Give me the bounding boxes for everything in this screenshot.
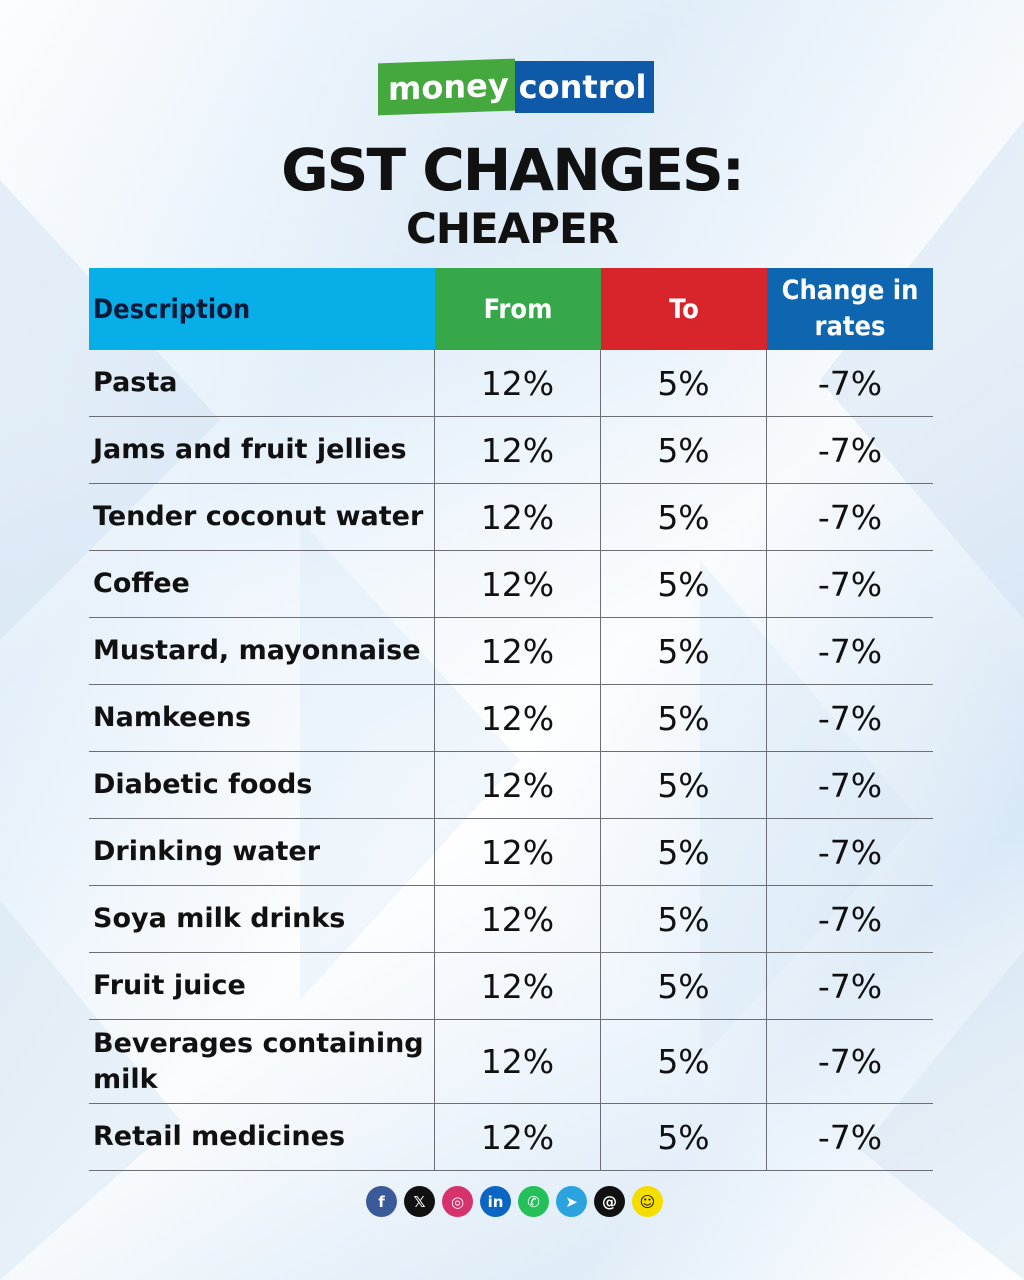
table-row: Tender coconut water 12% 5% -7% <box>89 484 933 551</box>
snapchat-icon[interactable]: ☺ <box>632 1186 663 1217</box>
row-from: 12% <box>435 350 601 416</box>
table-row: Drinking water 12% 5% -7% <box>89 819 933 886</box>
row-to: 5% <box>601 484 767 550</box>
row-change: -7% <box>817 430 883 470</box>
header-description: Description <box>89 268 435 350</box>
row-description: Soya milk drinks <box>89 886 435 952</box>
row-from: 12% <box>435 1104 601 1170</box>
row-to: 5% <box>601 886 767 952</box>
row-description: Drinking water <box>89 819 435 885</box>
row-change: -7% <box>817 631 883 671</box>
table-row: Fruit juice 12% 5% -7% <box>89 953 933 1020</box>
row-description: Coffee <box>89 551 435 617</box>
row-from: 12% <box>435 618 601 684</box>
row-change: -7% <box>817 698 883 738</box>
page-title: GST CHANGES: <box>281 136 745 204</box>
table-row: Soya milk drinks 12% 5% -7% <box>89 886 933 953</box>
row-description: Jams and fruit jellies <box>89 417 435 483</box>
row-from: 12% <box>435 1020 601 1103</box>
row-from: 12% <box>435 417 601 483</box>
row-change: -7% <box>817 899 883 939</box>
header-from: From <box>435 268 601 350</box>
row-to: 5% <box>601 752 767 818</box>
row-change: -7% <box>817 1117 883 1157</box>
table-row: Coffee 12% 5% -7% <box>89 551 933 618</box>
row-from: 12% <box>435 819 601 885</box>
table-header: Description From To Change in rates <box>89 268 933 350</box>
row-description: Pasta <box>89 350 435 416</box>
gst-table: Description From To Change in rates Past… <box>89 268 933 1171</box>
table-row: Namkeens 12% 5% -7% <box>89 685 933 752</box>
table-row: Pasta 12% 5% -7% <box>89 350 933 417</box>
moneycontrol-logo: money control <box>378 58 655 116</box>
row-change: -7% <box>817 832 883 872</box>
row-description: Namkeens <box>89 685 435 751</box>
row-from: 12% <box>435 551 601 617</box>
row-change: -7% <box>817 966 883 1006</box>
table-row: Retail medicines 12% 5% -7% <box>89 1104 933 1171</box>
row-to: 5% <box>601 1104 767 1170</box>
row-from: 12% <box>435 886 601 952</box>
row-to: 5% <box>601 819 767 885</box>
linkedin-icon[interactable]: in <box>480 1186 511 1217</box>
row-to: 5% <box>601 1020 767 1103</box>
row-from: 12% <box>435 752 601 818</box>
row-to: 5% <box>601 685 767 751</box>
row-from: 12% <box>435 685 601 751</box>
row-to: 5% <box>601 953 767 1019</box>
table-body: Pasta 12% 5% -7% Jams and fruit jellies 12% 5%… <box>89 350 933 1171</box>
row-description: Mustard, mayonnaise <box>89 618 435 684</box>
row-description: Diabetic foods <box>89 752 435 818</box>
row-change: -7% <box>817 1042 883 1081</box>
x-icon[interactable]: 𝕏 <box>404 1186 435 1217</box>
row-to: 5% <box>601 618 767 684</box>
logo-control: control <box>514 61 655 113</box>
telegram-icon[interactable]: ➤ <box>556 1186 587 1217</box>
row-change: -7% <box>817 564 883 604</box>
row-description: Retail medicines <box>89 1104 435 1170</box>
row-change: -7% <box>817 497 883 537</box>
row-to: 5% <box>601 350 767 416</box>
row-change: -7% <box>817 765 883 805</box>
header-to: To <box>601 268 767 350</box>
table-row: Diabetic foods 12% 5% -7% <box>89 752 933 819</box>
row-description: Fruit juice <box>89 953 435 1019</box>
table-row: Mustard, mayonnaise 12% 5% -7% <box>89 618 933 685</box>
page-subtitle: CHEAPER <box>406 204 619 253</box>
table-row: Jams and fruit jellies 12% 5% -7% <box>89 417 933 484</box>
whatsapp-icon[interactable]: ✆ <box>518 1186 549 1217</box>
header-change-in-rates: Change in rates <box>767 268 933 350</box>
row-to: 5% <box>601 417 767 483</box>
row-to: 5% <box>601 551 767 617</box>
threads-icon[interactable]: @ <box>594 1186 625 1217</box>
instagram-icon[interactable]: ◎ <box>442 1186 473 1217</box>
row-description: Beverages containing milk <box>89 1020 435 1103</box>
row-from: 12% <box>435 484 601 550</box>
row-change: -7% <box>817 363 883 403</box>
social-icons: f 𝕏 ◎ in ✆ ➤ @ ☺ <box>366 1186 663 1217</box>
table-row: Beverages containing milk 12% 5% -7% <box>89 1020 933 1104</box>
row-from: 12% <box>435 953 601 1019</box>
logo-money: money <box>378 58 515 116</box>
row-description: Tender coconut water <box>89 484 435 550</box>
facebook-icon[interactable]: f <box>366 1186 397 1217</box>
